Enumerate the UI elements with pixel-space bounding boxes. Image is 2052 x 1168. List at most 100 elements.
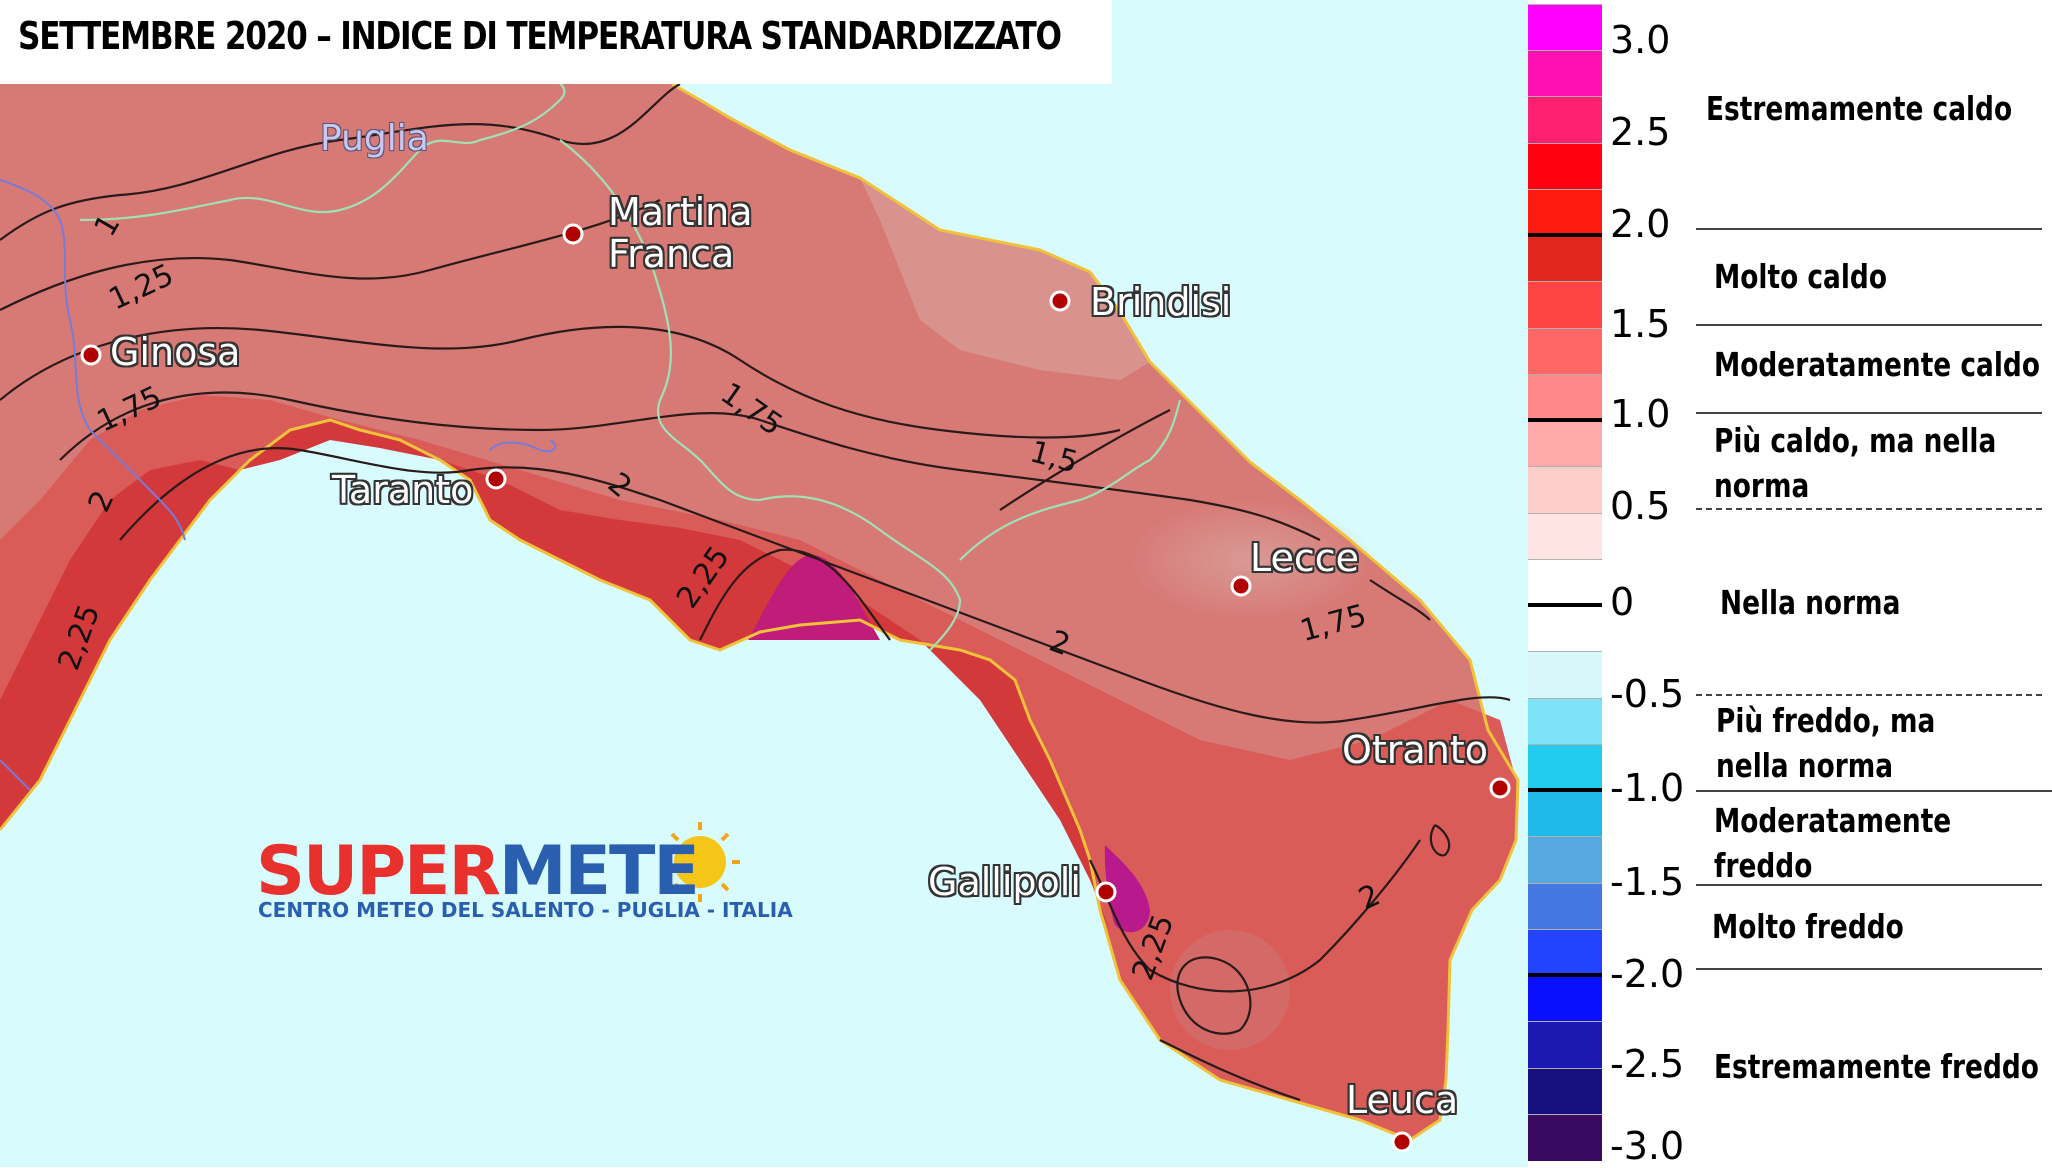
category-line: nella norma (1716, 746, 1894, 785)
color-swatch (1528, 96, 1602, 145)
color-swatch (1528, 1067, 1602, 1116)
page-title: SETTEMBRE 2020 – INDICE DI TEMPERATURA S… (18, 14, 1062, 58)
province-border (0, 759, 31, 791)
category-normal: Nella norma (1720, 583, 1901, 622)
coastline (0, 82, 1520, 1142)
color-swatch (1528, 327, 1602, 376)
region-label: Puglia (320, 118, 429, 159)
isolines (0, 83, 1511, 1102)
color-swatch (1528, 1021, 1602, 1069)
zone-peak-1 (748, 555, 880, 640)
city-label-ginosa: Ginosa (110, 330, 241, 374)
city-label-brindisi: Brindisi (1090, 280, 1232, 324)
color-swatch (1528, 420, 1602, 468)
color-swatch (1528, 142, 1602, 191)
marker-lecce (1230, 575, 1252, 597)
scale-tick (1528, 418, 1602, 423)
color-swatch (1528, 836, 1602, 885)
city-label-martina-franca: Martina Franca (608, 190, 753, 276)
province-borders (0, 179, 557, 791)
zone-lecce (1130, 500, 1370, 620)
category-line: Più caldo, ma nella (1714, 421, 1997, 460)
zone-south (1170, 930, 1290, 1050)
marker-otranto (1489, 777, 1511, 799)
color-swatch (1528, 373, 1602, 422)
category-line: freddo (1714, 846, 1813, 885)
color-swatch (1528, 697, 1602, 746)
color-swatch (1528, 790, 1602, 838)
province-border (0, 179, 186, 541)
scale-tick (1528, 973, 1602, 978)
province-border (489, 439, 557, 453)
logo-part-b: METE (498, 832, 700, 911)
city-markers (80, 223, 1511, 1153)
scale-tick (1528, 233, 1602, 238)
color-swatch (1528, 975, 1602, 1023)
city-label-line: Martina (608, 190, 753, 234)
city-label-line: Franca (608, 231, 735, 276)
region-border (959, 399, 1182, 561)
isoline (0, 325, 1121, 439)
category-separator (1696, 884, 2042, 886)
scale-tick-label: -1.5 (1610, 860, 1685, 904)
category-colder-normal: Più freddo, ma nella norma (1716, 698, 1935, 788)
scale-tick-label: 0 (1610, 580, 1635, 624)
marker-leuca (1391, 1131, 1413, 1153)
category-separator (1696, 228, 2042, 230)
isoline (1429, 824, 1451, 857)
zone-peak-2 (1104, 845, 1150, 933)
marker-gallipoli (1095, 881, 1117, 903)
region-border (79, 83, 566, 222)
marker-brindisi (1049, 290, 1071, 312)
category-separator (1696, 790, 2052, 792)
isoline (59, 391, 1321, 541)
scale-tick-label: 1.0 (1610, 392, 1671, 436)
color-swatch (1528, 651, 1602, 700)
marker-martina-franca (562, 223, 584, 245)
category-extremely-hot: Estremamente caldo (1706, 89, 2013, 128)
color-swatch (1528, 50, 1602, 98)
marker-taranto (485, 468, 507, 490)
temperature-index-map (0, 0, 1528, 1167)
scale-tick-label: -3.0 (1610, 1124, 1685, 1168)
category-separator (1696, 968, 2042, 970)
scale-tick (1528, 788, 1602, 793)
isoline (0, 199, 661, 311)
color-swatch (1528, 466, 1602, 515)
category-separator (1696, 324, 2042, 326)
category-line: norma (1714, 466, 1810, 505)
scale-tick-label: 2.0 (1610, 202, 1671, 246)
scale-tick-label: -2.0 (1610, 952, 1685, 996)
category-very-hot: Molto caldo (1714, 257, 1887, 296)
isoline (999, 409, 1171, 511)
color-swatch (1528, 188, 1602, 237)
category-warmer-normal: Più caldo, ma nella norma (1714, 418, 1996, 508)
isoline (1089, 839, 1421, 993)
scale-tick (1528, 603, 1602, 608)
category-moderately-cold: Moderatamente freddo (1714, 798, 1951, 888)
category-line: Moderatamente (1714, 801, 1952, 840)
color-swatch (1528, 512, 1602, 561)
region-border (559, 139, 962, 651)
color-swatch (1528, 605, 1602, 653)
scale-tick-label: -1.0 (1610, 766, 1685, 810)
color-swatch (1528, 281, 1602, 330)
category-separator (1696, 508, 2042, 510)
isoline (0, 83, 681, 241)
logo-part-a: SUPER (256, 832, 501, 911)
scale-tick-label: 1.5 (1610, 302, 1671, 346)
city-label-lecce: Lecce (1250, 536, 1360, 580)
city-label-gallipoli: Gallipoli (928, 860, 1081, 904)
isoline (1159, 1039, 1301, 1102)
scale-tick-label: -0.5 (1610, 672, 1685, 716)
category-very-cold: Molto freddo (1712, 907, 1904, 946)
color-swatch (1528, 558, 1602, 607)
isoline (699, 548, 891, 641)
isoline (1176, 956, 1252, 1035)
logo-subtitle: CENTRO METEO DEL SALENTO - PUGLIA - ITAL… (258, 898, 793, 922)
color-scale-legend: 3.0 2.5 2.0 1.5 1.0 0.5 0 -0.5 -1.0 -1.5… (1528, 0, 2052, 1168)
isoline (1369, 579, 1431, 621)
color-swatch (1528, 235, 1602, 283)
zone-2-25 (0, 420, 1110, 930)
